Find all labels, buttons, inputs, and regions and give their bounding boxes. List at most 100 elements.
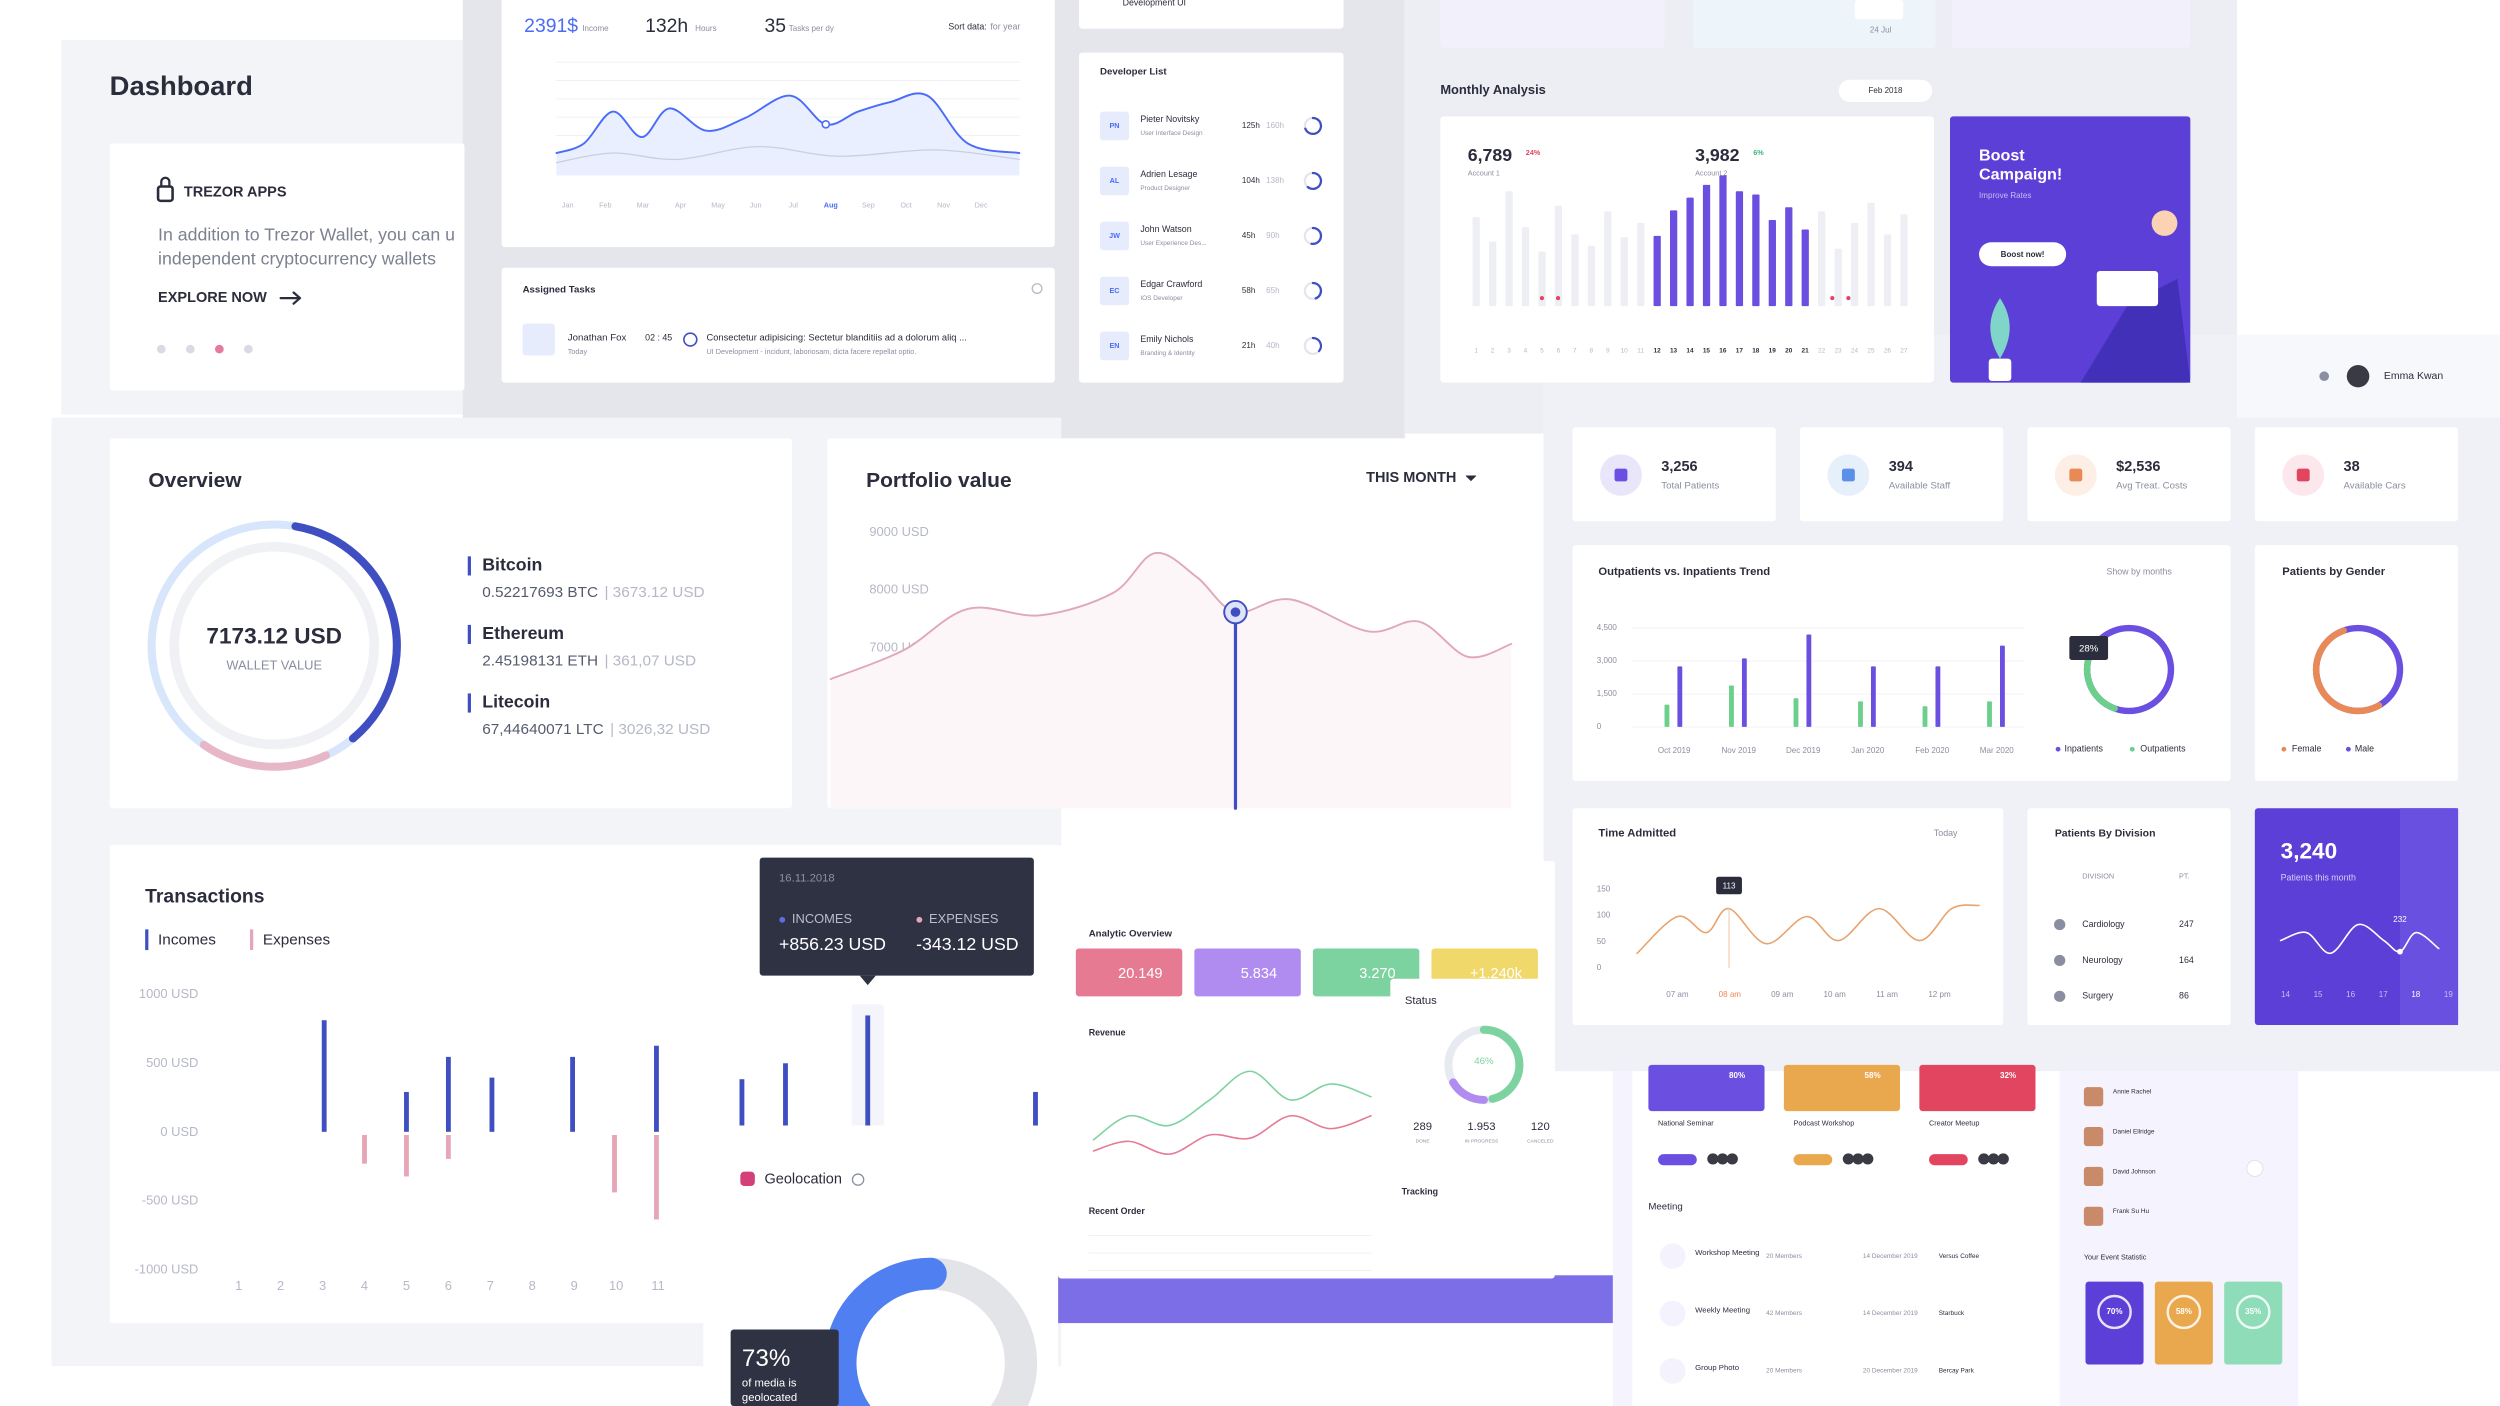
coin-name: Litecoin bbox=[482, 692, 550, 712]
bar bbox=[1850, 222, 1859, 307]
event-name: Creator Meetup bbox=[1929, 1119, 1979, 1128]
card-title: Portfolio value bbox=[866, 469, 1012, 492]
bar bbox=[1620, 237, 1628, 307]
hours-total: 138h bbox=[1266, 176, 1284, 185]
nav-button bbox=[2246, 1160, 2264, 1177]
axis-label: 0 bbox=[1597, 963, 1602, 972]
axis-label: Mar bbox=[637, 201, 650, 210]
label: Your Event Statistic bbox=[2084, 1253, 2147, 1262]
label: Consectetur adipisicing: Sectetur blandi… bbox=[706, 332, 966, 342]
label: UI Development - incidunt, laboriosam, d… bbox=[706, 347, 916, 356]
avatar bbox=[1842, 1153, 1855, 1165]
event-image bbox=[1783, 1064, 1900, 1112]
card bbox=[1951, 0, 2191, 48]
label: Jonathan Fox bbox=[568, 333, 627, 344]
coin-amount: 0.52217693 BTC bbox=[482, 584, 598, 601]
dot bbox=[2055, 746, 2061, 752]
stat-label: Avg Treat. Costs bbox=[2116, 481, 2187, 492]
stat-card bbox=[2224, 1281, 2283, 1365]
bar bbox=[445, 1135, 451, 1159]
wallet-value: 7173.12 USD bbox=[206, 624, 342, 649]
avatar bbox=[2083, 1206, 2104, 1226]
tooltip-value: +856.23 USD bbox=[779, 934, 886, 954]
card-title: Geolocation bbox=[765, 1171, 842, 1187]
metric-value: 20.149 bbox=[1118, 966, 1162, 982]
initials: AL bbox=[1110, 176, 1120, 185]
button[interactable] bbox=[1979, 242, 2067, 267]
label: 24% bbox=[1526, 148, 1541, 157]
avatar bbox=[1100, 221, 1130, 251]
dropdown[interactable]: THIS MONTH bbox=[1366, 470, 1456, 486]
person-name: Frank Su Hu bbox=[2113, 1208, 2150, 1215]
axis-label: Jan bbox=[562, 201, 574, 210]
status-value: 120 bbox=[1531, 1121, 1550, 1133]
donut-inner bbox=[169, 541, 380, 750]
dot bbox=[779, 916, 786, 923]
badge bbox=[2069, 636, 2109, 660]
metric-value: +1.240k bbox=[1470, 966, 1523, 982]
bar bbox=[1793, 698, 1799, 727]
bar bbox=[739, 1079, 745, 1132]
bar bbox=[1922, 706, 1928, 727]
meeting-members: 20 Members bbox=[1766, 1368, 1802, 1375]
line bbox=[2279, 923, 2440, 955]
bell bbox=[2319, 371, 2330, 381]
avatar bbox=[2083, 1166, 2104, 1187]
button-label[interactable]: Boost now! bbox=[2001, 250, 2045, 259]
brand: TREZOR APPS bbox=[184, 185, 287, 201]
card bbox=[1079, 52, 1344, 383]
avatar bbox=[1100, 111, 1130, 141]
axis-label: Oct bbox=[900, 201, 911, 210]
stat-label: Available Cars bbox=[2344, 481, 2406, 492]
meeting-members: 20 Members bbox=[1766, 1253, 1802, 1260]
status-label: CANCELED bbox=[1527, 1139, 1554, 1145]
label: Today bbox=[568, 347, 588, 356]
status-label: IN PROGRESS bbox=[1465, 1139, 1499, 1145]
bar bbox=[1702, 184, 1711, 307]
axis-label: 2 bbox=[277, 1278, 284, 1293]
role: Branding & Identity bbox=[1140, 350, 1195, 357]
bar bbox=[570, 1056, 575, 1132]
axis-label: 150 bbox=[1597, 885, 1611, 894]
stat-card bbox=[2154, 1281, 2213, 1365]
card bbox=[1632, 1071, 2060, 1406]
dropdown[interactable]: Today bbox=[1934, 828, 1958, 838]
point bbox=[2397, 948, 2403, 955]
bar bbox=[1664, 704, 1670, 727]
legend-label: Male bbox=[2355, 744, 2374, 754]
axis-label: 15 bbox=[2314, 990, 2324, 999]
marker bbox=[1846, 296, 1851, 301]
metric-card bbox=[1075, 948, 1183, 997]
icon bbox=[2296, 468, 2310, 482]
axis-label: 13 bbox=[1670, 347, 1678, 354]
tooltip-tip bbox=[859, 975, 876, 986]
coin-usd: | 3026,32 USD bbox=[610, 721, 710, 738]
card bbox=[2254, 545, 2459, 782]
stat-value: 2391$ bbox=[524, 16, 578, 37]
card bbox=[1058, 860, 1555, 1279]
stat-label: Available Staff bbox=[1889, 481, 1951, 492]
event-name: National Seminar bbox=[1658, 1119, 1714, 1128]
axis-label: 20 bbox=[1785, 347, 1793, 354]
table-header: DIVISION bbox=[2082, 872, 2114, 881]
bar bbox=[1670, 210, 1678, 307]
stat-value: 3,256 bbox=[1661, 459, 1697, 475]
axis-label: 11 bbox=[651, 1278, 664, 1293]
hours: 125h bbox=[1242, 121, 1260, 130]
cta-link[interactable]: EXPLORE NOW bbox=[158, 290, 267, 306]
bar bbox=[654, 1135, 659, 1220]
icon bbox=[2054, 954, 2066, 967]
legend-label: Expenses bbox=[263, 932, 331, 949]
meeting-members: 42 Members bbox=[1766, 1310, 1802, 1317]
avatar bbox=[2083, 1087, 2104, 1107]
arrow bbox=[279, 291, 302, 305]
pot bbox=[1988, 358, 2012, 381]
hours-total: 160h bbox=[1266, 121, 1284, 130]
badge: 113 bbox=[1723, 881, 1736, 890]
bar bbox=[1587, 245, 1595, 307]
stat-value: 38 bbox=[2344, 459, 2360, 475]
dropdown[interactable]: Show by months bbox=[2106, 567, 2172, 577]
bar bbox=[1768, 219, 1776, 307]
line bbox=[1092, 1070, 1372, 1141]
bar bbox=[1677, 666, 1683, 727]
